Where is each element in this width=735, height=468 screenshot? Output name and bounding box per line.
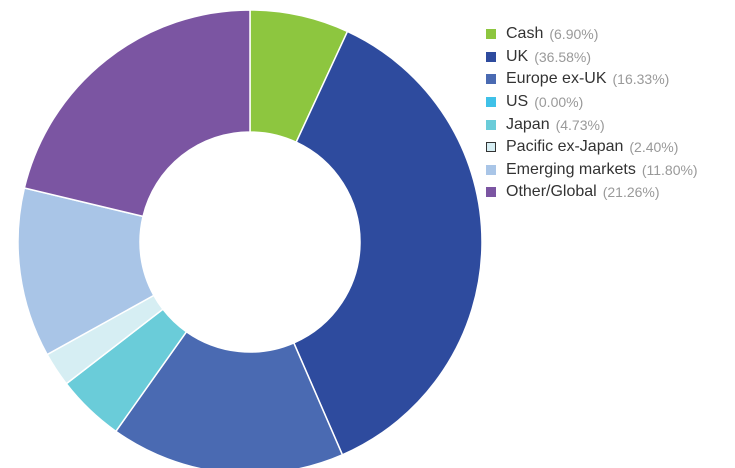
legend-item-cash[interactable]: Cash (6.90%) [486, 23, 698, 46]
legend-label-us: US [506, 93, 529, 111]
legend-item-pacific-ex-japan[interactable]: Pacific ex-Japan (2.40%) [486, 136, 698, 159]
legend-label-uk: UK [506, 47, 529, 65]
legend-percent-japan: (4.73%) [555, 116, 605, 133]
legend-label-cash: Cash [506, 25, 544, 43]
legend-item-europe-ex-uk[interactable]: Europe ex-UK (16.33%) [486, 68, 698, 91]
legend-swatch-uk [486, 51, 496, 62]
legend-swatch-pacific-ex-japan [486, 142, 496, 153]
legend-swatch-other-global [486, 187, 496, 198]
legend-swatch-emerging-markets [486, 164, 496, 175]
slice-uk[interactable] [292, 30, 483, 456]
slice-other-global[interactable] [23, 9, 251, 218]
legend-label-japan: Japan [506, 115, 550, 133]
legend-item-emerging-markets[interactable]: Emerging markets (11.80%) [486, 159, 698, 182]
donut-chart [17, 9, 483, 468]
chart-legend: Cash (6.90%) UK (36.58%) Europe ex-UK (1… [486, 23, 698, 204]
legend-label-other-global: Other/Global [506, 183, 597, 201]
slice-europe-ex-uk[interactable] [114, 330, 344, 468]
legend-label-emerging-markets: Emerging markets [506, 160, 636, 178]
legend-item-japan[interactable]: Japan (4.73%) [486, 113, 698, 136]
legend-label-pacific-ex-japan: Pacific ex-Japan [506, 138, 624, 156]
legend-percent-us: (0.00%) [534, 94, 584, 111]
legend-label-europe-ex-uk: Europe ex-UK [506, 70, 607, 88]
legend-swatch-us [486, 97, 496, 108]
legend-item-uk[interactable]: UK (36.58%) [486, 46, 698, 69]
legend-item-us[interactable]: US (0.00%) [486, 91, 698, 114]
legend-item-other-global[interactable]: Other/Global (21.26%) [486, 181, 698, 204]
legend-percent-pacific-ex-japan: (2.40%) [629, 139, 679, 156]
legend-swatch-cash [486, 29, 496, 40]
legend-swatch-europe-ex-uk [486, 74, 496, 85]
legend-swatch-japan [486, 119, 496, 130]
legend-percent-europe-ex-uk: (16.33%) [612, 71, 670, 88]
legend-percent-other-global: (21.26%) [602, 184, 660, 201]
legend-percent-cash: (6.90%) [549, 26, 599, 43]
legend-percent-uk: (36.58%) [534, 48, 592, 65]
legend-percent-emerging-markets: (11.80%) [641, 161, 698, 178]
